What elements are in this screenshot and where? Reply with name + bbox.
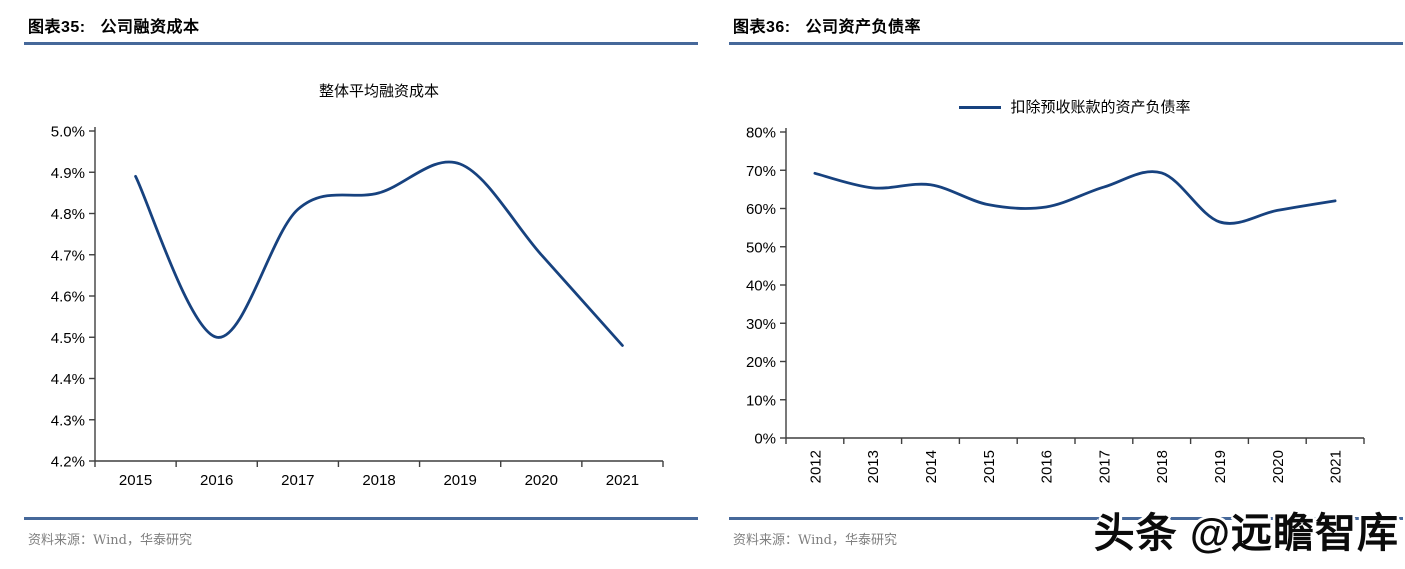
y-tick-label: 4.6% <box>51 289 85 306</box>
figure-35-footer-rule <box>24 517 698 520</box>
x-tick-label: 2016 <box>200 472 233 489</box>
y-tick-label: 4.7% <box>51 247 85 264</box>
y-tick-label: 10% <box>746 392 776 409</box>
y-tick-label: 4.5% <box>51 330 85 347</box>
figure-35-source-note: 资料来源：Wind，华泰研究 <box>28 533 192 548</box>
watermark: 头条 @远瞻智库 <box>1093 510 1399 556</box>
figure-35-panel: 图表35: 公司融资成本 整体平均融资成本 4.2% 4.3% 4.4% 4.5% 4.… <box>0 0 700 569</box>
y-tick-label: 30% <box>746 316 776 333</box>
figure-36-header-rule <box>729 42 1403 45</box>
x-tick-label: 2012 <box>807 450 824 483</box>
figure-36-panel: 图表36: 公司资产负债率 扣除预收账款的资产负债率 0% 10% 20% 30% 40… <box>705 0 1405 569</box>
y-tick-label: 70% <box>746 163 776 180</box>
legend-line-swatch <box>959 105 1002 109</box>
figure-36-footer-rule <box>729 517 1403 520</box>
y-tick-label: 4.9% <box>51 165 85 182</box>
x-tick-label: 2020 <box>525 472 558 489</box>
x-tick-label: 2019 <box>443 472 476 489</box>
x-tick-label: 2021 <box>1328 450 1345 483</box>
y-tick-label: 5.0% <box>51 124 85 141</box>
x-tick-label: 2017 <box>281 472 314 489</box>
x-tick-label: 2013 <box>865 450 882 483</box>
x-tick-label: 2018 <box>362 472 395 489</box>
figure-36-line-chart: 0% 10% 20% 30% 40% 50% 60% 70% 80% 2012 2013 2014 20… <box>746 125 1365 483</box>
x-tick-label: 2016 <box>1039 450 1056 483</box>
figure-36-header: 图表36: 公司资产负债率 <box>733 19 921 36</box>
x-tick-label: 2018 <box>1154 450 1171 483</box>
legend-label: 扣除预收账款的资产负债率 <box>1010 98 1191 116</box>
series-line <box>813 170 1337 225</box>
y-tick-label: 4.4% <box>51 371 85 388</box>
x-tick-label: 2015 <box>119 472 152 489</box>
y-tick-label: 40% <box>746 278 776 295</box>
x-tick-label: 2015 <box>981 450 998 483</box>
x-tick-label: 2019 <box>1212 450 1229 483</box>
figure-36-legend: 扣除预收账款的资产负债率 <box>786 96 1364 117</box>
y-tick-label: 0% <box>754 431 776 448</box>
figure-35-line-chart: 4.2% 4.3% 4.4% 4.5% 4.6% 4.7% 4.8% 4.9% 5.0% 2015… <box>51 124 664 489</box>
series-line <box>134 160 624 347</box>
y-tick-label: 4.3% <box>51 412 85 429</box>
figure-35-header: 图表35: 公司融资成本 <box>28 19 200 36</box>
y-tick-label: 4.2% <box>51 454 85 471</box>
y-tick-label: 60% <box>746 201 776 218</box>
x-tick-label: 2021 <box>606 472 639 489</box>
y-tick-label: 4.8% <box>51 206 85 223</box>
x-tick-label: 2020 <box>1270 450 1287 483</box>
y-tick-label: 80% <box>746 125 776 142</box>
x-tick-label: 2017 <box>1096 450 1113 483</box>
figure-35-header-rule <box>24 42 698 45</box>
y-tick-label: 20% <box>746 354 776 371</box>
y-tick-label: 50% <box>746 239 776 256</box>
figure-35-chart-title: 整体平均融资成本 <box>318 82 439 100</box>
figure-36-source-note: 资料来源：Wind，华泰研究 <box>733 533 897 548</box>
x-tick-label: 2014 <box>923 450 940 483</box>
